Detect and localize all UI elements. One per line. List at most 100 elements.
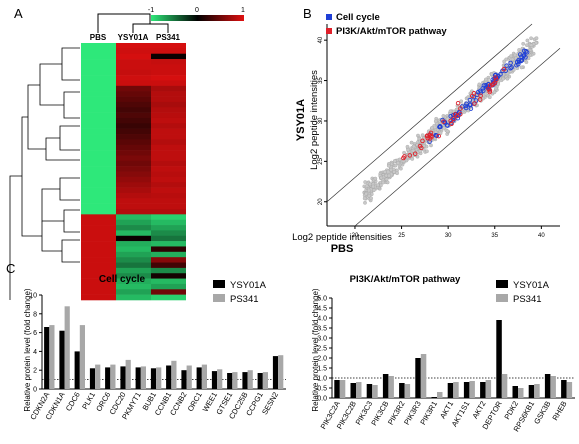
heatmap-cell: [81, 289, 116, 295]
scatter-plot: 20 25 30 35 40 20 25 30 35 40: [318, 23, 561, 239]
heatmap-column-label: YSY01A: [118, 33, 149, 42]
heatmap-cell: [151, 230, 186, 237]
heatmap-cell: [116, 262, 151, 269]
pi3k-point: [471, 91, 477, 96]
heatmap-cell: [151, 101, 186, 108]
y-tick-label: 30: [318, 117, 324, 124]
bar: [196, 367, 202, 389]
heatmap-cell: [116, 75, 151, 81]
heatmap-cell: [81, 214, 116, 220]
bar: [49, 325, 55, 389]
heatmap-cell: [151, 283, 186, 290]
bar: [501, 374, 508, 398]
heatmap-cell: [151, 160, 186, 167]
heatmap-cell: [151, 198, 186, 204]
legend-swatch-ysy01a: [496, 280, 508, 288]
scatter-legend: Cell cycle PI3K/Akt/mTOR pathway: [326, 12, 447, 37]
heatmap-cell: [81, 59, 116, 65]
y-tick-label: 8: [33, 311, 37, 318]
heatmap-cell: [151, 171, 186, 178]
scatter-point: [397, 157, 402, 162]
heatmap-cell: [81, 187, 116, 194]
cell-cycle-bars: 0246810CDKN2ACDKN1ACDC6PLK1ORC6CDC20PKMY…: [28, 293, 286, 421]
scatter-point: [363, 200, 367, 205]
bar: [372, 385, 378, 398]
cell-cycle-point: [504, 63, 509, 68]
bar: [447, 383, 454, 398]
bar: [534, 384, 540, 398]
scatter-point: [384, 177, 389, 182]
dendrogram-branch: [63, 209, 80, 233]
scatter-point: [433, 119, 438, 124]
bar: [550, 376, 556, 398]
bar-legend: YSY01A PS341: [213, 280, 267, 305]
heatmap-cell: [116, 251, 151, 258]
bar: [339, 380, 346, 398]
bar: [110, 364, 116, 389]
scatter-point: [364, 184, 369, 188]
pi3k-point: [448, 118, 453, 124]
pi3k-point: [493, 75, 498, 80]
heatmap-cell: [116, 289, 151, 295]
y-axis-label: Log2 peptide intensities: [309, 70, 320, 170]
heatmap-cell: [116, 278, 151, 285]
y-tick-label: 0.5: [317, 386, 327, 393]
x-axis-label: Log2 peptide intensities: [292, 232, 392, 243]
scatter-point: [395, 171, 399, 176]
scatter-point: [502, 59, 507, 64]
pi3k-point: [492, 80, 498, 85]
dendrogram-branch: [9, 175, 22, 300]
heatmap-cell: [81, 101, 116, 108]
legend-label: PS341: [230, 294, 259, 305]
pi3k-point: [477, 97, 483, 102]
bar: [463, 382, 470, 398]
heatmap-cell: [81, 192, 116, 199]
heatmap-cell: [81, 53, 116, 60]
bar: [544, 374, 551, 398]
heatmap-cell: [116, 294, 151, 301]
heatmap-cell: [81, 128, 116, 135]
cell-cycle-point: [467, 97, 473, 103]
heatmap-cell: [116, 53, 151, 60]
bar: [227, 373, 233, 389]
scatter-point: [393, 163, 398, 168]
heatmap-cell: [151, 187, 186, 194]
heatmap-cell: [81, 225, 116, 231]
scatter-point: [376, 183, 380, 188]
cell-cycle-point: [434, 133, 440, 138]
cell-cycle-point: [523, 48, 529, 54]
heatmap-cell: [116, 235, 151, 242]
dendrogram-branch: [27, 84, 46, 150]
y-tick-label: 2.0: [317, 356, 327, 363]
heatmap-cell: [81, 43, 116, 49]
bar: [262, 372, 268, 389]
scatter-point: [529, 43, 534, 48]
pi3k-point: [451, 116, 456, 122]
heatmap-cell: [81, 230, 116, 237]
bar: [453, 382, 459, 398]
heatmap-cell: [151, 91, 186, 97]
heatmap-cell: [151, 117, 186, 124]
heatmap-cell: [81, 139, 116, 146]
heatmap-cell: [151, 257, 186, 263]
heatmap-cell: [116, 80, 151, 87]
panel-b: B 20 25 30 35 40 20 25 30 35 40 Log2 peptide inte…: [292, 6, 561, 255]
heatmap-cell: [81, 85, 116, 92]
bar: [44, 327, 50, 389]
pi3k-point: [436, 133, 441, 139]
bar: [334, 380, 340, 398]
dendrogram-branch: [59, 125, 80, 151]
y-tick-label: 2.5: [317, 346, 327, 353]
bar: [566, 382, 573, 398]
heatmap-cell: [81, 273, 116, 279]
heatmap-cell: [151, 53, 186, 60]
heatmap-cell: [116, 59, 151, 65]
x-tick-label: RHEB: [550, 400, 568, 423]
cell-cycle-point: [445, 123, 450, 128]
bar: [561, 380, 567, 398]
heatmap-cell: [151, 267, 186, 274]
pi3k-point: [458, 111, 463, 117]
x-tick-label: 30: [445, 233, 452, 239]
pi3k-point: [401, 155, 406, 161]
heatmap-cell: [151, 294, 186, 301]
